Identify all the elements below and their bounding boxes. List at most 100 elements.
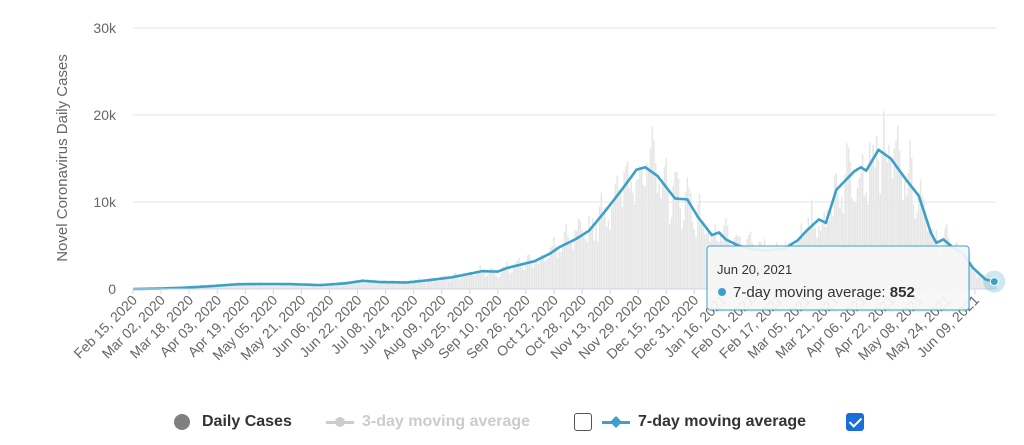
bar [676,171,678,289]
bar [416,280,418,289]
bar [342,281,345,289]
bar [405,281,408,289]
bar [218,285,220,289]
bar [360,280,362,289]
bar [298,284,301,289]
bar [905,195,908,289]
bar [435,280,438,289]
bar [439,277,441,289]
bar [453,273,455,289]
bar [558,252,560,289]
bar [423,281,425,289]
bar [260,284,262,289]
bar [372,281,375,289]
bar [579,220,582,289]
bar [212,286,215,289]
bar [581,229,583,289]
bar [202,287,204,289]
bar [253,284,255,289]
bar [379,281,382,289]
bar [497,277,499,289]
bar [512,267,515,289]
bar [591,217,594,289]
legend-item-7-day-average[interactable]: 7-day moving average [602,408,806,436]
bar [456,274,459,289]
bar [295,284,297,289]
bar [700,222,703,289]
bar [290,284,292,289]
bar [989,282,992,289]
bar [455,272,457,289]
bar [907,173,910,289]
legend-item-3-day-average[interactable]: 3-day moving average [326,408,530,436]
bar [909,140,911,289]
legend-item-daily-cases[interactable]: Daily Cases [174,408,292,436]
bar [847,147,850,289]
bar [656,192,659,289]
bar [560,251,562,289]
legend-label-3-day-average: 3-day moving average [362,413,531,430]
bar [393,282,396,289]
bar [249,285,252,289]
bar [665,158,667,289]
bar [469,274,471,289]
bar [846,143,848,289]
bar [690,193,692,289]
bar [507,270,510,289]
bar [658,183,660,289]
bar [400,282,403,289]
bar [479,265,482,289]
bar [433,278,436,289]
bar [391,280,394,289]
checkbox-3-day-average[interactable] [574,413,592,431]
tooltip-box [706,245,970,311]
checkbox-7-day-average[interactable] [846,413,864,431]
bar [863,195,866,289]
bar [851,197,853,289]
bar [316,285,318,289]
bar [921,195,924,289]
tooltip-date: Jun 20, 2021 [717,262,792,277]
bar [626,161,629,289]
bar [279,283,282,289]
bar [540,254,543,289]
bar [451,279,453,289]
bar [611,207,613,289]
bar [504,269,506,289]
bar [481,272,483,289]
bar [440,275,443,289]
bar [281,283,283,289]
bar [877,160,880,289]
bar [477,272,480,289]
bar [370,281,373,289]
tooltip-series-dot [718,288,726,296]
series-line-7-day-average [133,148,995,291]
bar [495,275,497,289]
bar [884,150,887,289]
bar [267,283,269,289]
bar [882,111,885,289]
bar [600,192,603,289]
bar [244,283,247,289]
bar [977,276,980,289]
legend: Daily Cases 3-day moving average 7-day m… [0,408,1024,438]
bar [374,282,376,289]
hover-point [989,277,999,287]
bar [679,208,682,289]
bar [337,284,339,289]
bar [318,285,320,289]
bar [840,196,843,289]
bar [881,154,883,289]
bar [614,184,617,289]
bar [442,278,445,289]
bar [363,282,366,289]
bar [488,274,490,289]
bar [865,192,867,289]
bar [553,236,555,289]
bar [483,269,485,289]
bar [340,283,343,289]
legend-label-daily-cases: Daily Cases [202,413,292,430]
bar [547,258,550,289]
bar [263,284,266,289]
